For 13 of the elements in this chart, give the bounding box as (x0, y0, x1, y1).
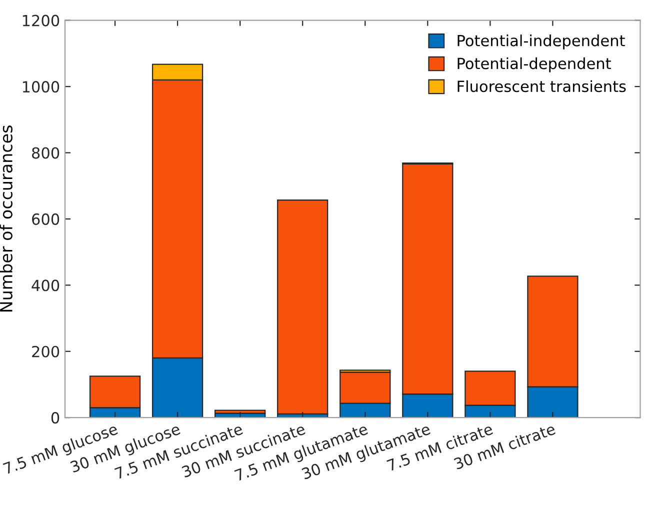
bar (277, 200, 328, 414)
y-tick-label: 400 (32, 280, 60, 292)
legend-label: Potential-independent (458, 34, 625, 50)
legend-label: Fluorescent transients (458, 80, 626, 92)
y-tick-label: 1000 (22, 80, 60, 93)
y-axis-title: Number of occurances (0, 126, 12, 312)
legend-label: Potential-dependent (458, 57, 611, 72)
y-tick-label: 1200 (22, 14, 60, 26)
y-tick-label: 0 (51, 412, 60, 424)
y-tick-label: 200 (32, 346, 60, 358)
y-tick-label: 600 (32, 213, 60, 225)
y-tick-label: 800 (32, 147, 60, 159)
bar (214, 410, 266, 414)
